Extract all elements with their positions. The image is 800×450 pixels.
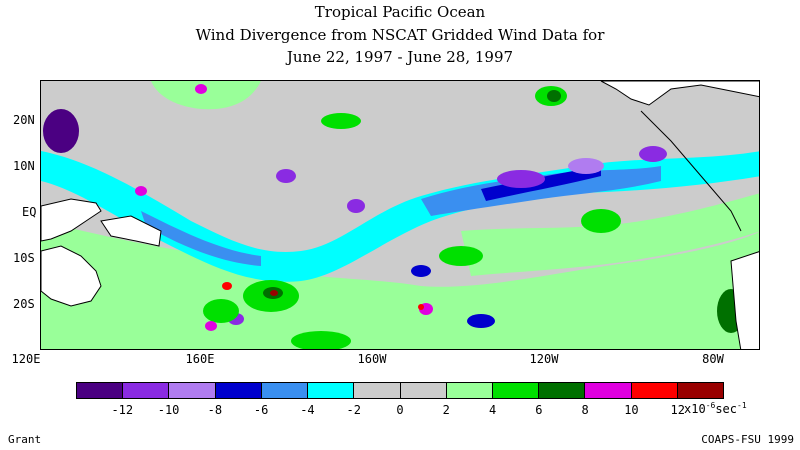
legend-swatch [169,383,216,398]
lon-label-160w: 160W [357,352,387,366]
strong-convergence [497,170,545,188]
strong-convergence [347,199,365,213]
lon-label-120w: 120W [529,352,559,366]
legend-tick-label: -4 [300,403,315,417]
lon-label-120e: 120E [11,352,41,366]
positive-region [151,81,261,110]
strong-convergence [276,169,296,183]
lon-label-160e: 160E [185,352,215,366]
divergence-patch [135,186,147,196]
legend-swatch [492,383,540,398]
legend-swatch [585,383,632,398]
legend-tick-label: 2 [442,403,450,417]
legend-tick-label: 12 [670,403,685,417]
units-suffix-exponent: -1 [737,401,747,410]
positive-region [461,193,759,276]
legend-tick-label: 6 [535,403,543,417]
units-label: x10-6sec-1 [684,401,747,416]
divergence-map [40,80,760,350]
author-credit: Grant [8,433,42,446]
convergence-band [421,166,661,216]
legend-swatch [539,383,586,398]
lat-label-eq: EQ [22,205,37,219]
legend-swatch [261,383,309,398]
divergence-patch [291,331,351,349]
legend-tick-label: -10 [157,403,180,417]
lat-label-20s: 20S [13,297,35,311]
divergence-patch [195,84,207,94]
source-credit: COAPS-FSU 1999 [701,433,794,446]
divergence-patch [222,282,232,290]
units-suffix: sec [715,402,738,416]
lat-label-20n: 20N [13,113,35,127]
strong-convergence [411,265,431,277]
legend-tick-label: 10 [624,403,639,417]
coastline [640,110,742,232]
legend-swatch [631,383,678,398]
strong-convergence [43,109,79,153]
lat-label-10n: 10N [13,159,35,173]
strong-convergence [639,146,667,162]
map-title: Tropical Pacific Ocean [314,3,486,21]
legend-swatch [446,383,493,398]
map-subtitle: Wind Divergence from NSCAT Gridded Wind … [195,26,605,44]
land-mass [730,251,759,349]
strong-convergence [467,314,495,328]
legend-tick-label: -2 [346,403,361,417]
legend-swatch [123,383,170,398]
divergence-patch [321,113,361,129]
units-exponent: -6 [705,401,716,410]
legend-swatch [354,383,401,398]
legend-tick-label: -6 [253,403,269,417]
divergence-patch [205,321,217,331]
land-mass [41,198,102,242]
divergence-patch [270,290,278,296]
divergence-field [41,81,759,349]
legend-tick-label: 4 [488,403,497,417]
legend-swatch [77,383,124,398]
legend-tick-label: -12 [111,403,134,417]
divergence-patch [439,246,483,266]
legend-swatch [677,383,724,398]
legend-swatch [215,383,262,398]
convergence-band [141,211,261,266]
strong-convergence [568,158,604,174]
date-range: June 22, 1997 - June 28, 1997 [286,48,514,66]
land-mass [600,81,759,106]
legend-swatch [400,383,447,398]
legend-tick-label: 8 [581,403,589,417]
legend-tick-label: -8 [207,403,223,417]
divergence-patch [203,299,239,323]
divergence-patch [581,209,621,233]
lon-label-80w: 80W [702,352,724,366]
land-mass [41,245,102,307]
lat-label-10s: 10S [13,251,35,265]
legend-tick-label: 0 [396,403,404,417]
legend-swatch [308,383,355,398]
divergence-patch [418,304,424,310]
divergence-patch [547,90,561,102]
land-mass [100,215,162,247]
color-legend [76,382,724,399]
units-prefix: x10 [684,402,706,416]
